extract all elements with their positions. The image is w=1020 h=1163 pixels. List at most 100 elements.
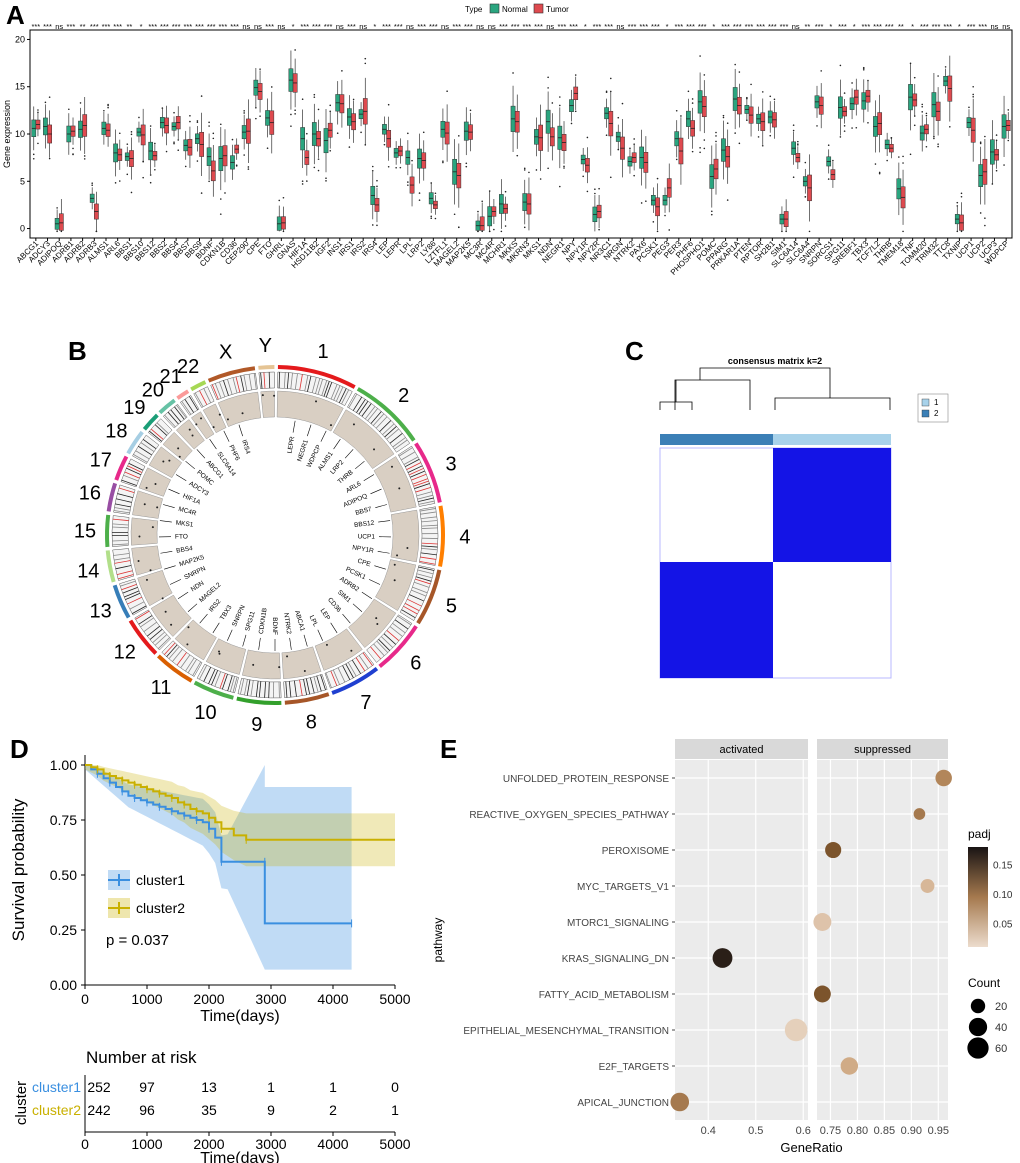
padj-colorbar [968, 847, 988, 947]
box-outlier [500, 230, 503, 233]
ideogram-band [221, 673, 228, 690]
ideogram-band [128, 462, 144, 471]
chromosome-track [131, 545, 162, 576]
box-outlier [979, 142, 982, 145]
ideogram-band [421, 520, 438, 523]
ideogram-band [414, 483, 430, 489]
box-outlier [933, 135, 935, 138]
box-outlier [843, 130, 846, 132]
significance-label: ** [80, 22, 86, 31]
count-legend-title: Count [968, 976, 1001, 990]
dot-MYC_TARGETS_V1 [920, 879, 935, 893]
box-outlier [458, 135, 460, 137]
pathway-label-APICAL_JUNCTION: APICAL_JUNCTION [577, 1098, 669, 1109]
dot-FATTY_ACID_METABOLISM [813, 985, 831, 1003]
gene-label-CPE: CPE [357, 558, 372, 569]
legend-label: Tumor [546, 5, 569, 14]
box-outlier [317, 158, 320, 160]
gene-label-FTO: FTO [175, 533, 188, 540]
ideogram-band [410, 470, 426, 478]
gene-label-NEGR1: NEGR1 [296, 439, 310, 463]
track-dot [352, 423, 355, 426]
box-outlier [668, 229, 671, 231]
gene-label-PHF6: PHF6 [227, 444, 241, 462]
ideogram-band [347, 662, 357, 677]
ideogram-band [355, 657, 366, 672]
box-outlier [960, 195, 963, 198]
count-tick: 20 [995, 1001, 1007, 1013]
box-outlier [960, 192, 963, 195]
box-outlier [972, 93, 974, 96]
box-outlier [703, 74, 706, 76]
box-outlier [703, 139, 706, 141]
box-outlier [523, 169, 526, 171]
ideogram-band [283, 372, 286, 389]
ideogram-band [180, 654, 191, 669]
chromosome-outer-band-5 [416, 569, 442, 625]
ideogram-band [152, 631, 165, 643]
chromosome-outer-band-19 [142, 413, 159, 431]
box-outlier [196, 160, 199, 162]
ideogram-band [325, 672, 332, 689]
gene-link [162, 504, 175, 508]
track-dot [273, 394, 276, 397]
box-outlier [453, 213, 456, 216]
x-tick-label: 0.80 [847, 1125, 868, 1137]
ideogram-band [358, 400, 369, 415]
ideogram-band [401, 451, 416, 461]
box-outlier [313, 96, 316, 98]
significance-label: ns [277, 22, 285, 31]
ideogram-band [286, 372, 290, 389]
ideogram-band [168, 646, 180, 660]
significance-label: ns [359, 22, 367, 31]
ideogram-band [342, 665, 351, 680]
risk-x-tick-label: 1000 [131, 1136, 162, 1152]
ideogram-band [310, 677, 315, 694]
box-outlier [843, 125, 846, 127]
chromosome-ideogram-18 [132, 434, 160, 464]
ideogram-band [421, 545, 438, 548]
gene-link [177, 591, 189, 599]
box-outlier [32, 157, 35, 160]
chromosome-outer-band-2 [356, 387, 416, 442]
box-outlier [574, 110, 577, 113]
y-tick-label: 0.25 [50, 922, 77, 938]
significance-label: *** [628, 22, 637, 31]
gene-label-SIM1: SIM1 [336, 589, 352, 605]
box-outlier [219, 123, 222, 126]
significance-label: *** [569, 22, 578, 31]
box-outlier [208, 180, 210, 183]
ideogram-band [411, 589, 427, 597]
box-outlier [539, 178, 542, 180]
box-outlier [290, 125, 292, 127]
significance-label: *** [464, 22, 473, 31]
pathway-label-UNFOLDED_PROTEIN_RESPONSE: UNFOLDED_PROTEIN_RESPONSE [503, 774, 669, 785]
box-outlier [984, 224, 986, 227]
risk-value: 97 [139, 1079, 155, 1095]
box-outlier [173, 111, 175, 114]
box-outlier [469, 109, 472, 112]
y-axis-label: Survival probability [9, 798, 28, 941]
x-tick-label: 0 [81, 991, 89, 1007]
box-outlier [72, 153, 74, 155]
box-outlier [878, 171, 881, 174]
ideogram-band [401, 609, 416, 619]
track-dot [178, 455, 181, 458]
ideogram-band [345, 663, 354, 679]
track-dot [151, 526, 154, 529]
box-outlier [609, 90, 612, 93]
gene-link [378, 520, 391, 523]
significance-label: *** [172, 22, 181, 31]
ideogram-band [420, 552, 437, 556]
box-outlier [37, 109, 39, 111]
box-outlier [598, 187, 600, 190]
panel-label-d: D [10, 734, 29, 764]
ideogram-band [418, 566, 435, 571]
ideogram-band [421, 516, 438, 519]
box-outlier [734, 63, 736, 66]
box-tumor-ADIPOQ [58, 213, 64, 231]
box-outlier [360, 131, 362, 134]
ideogram-band [418, 500, 435, 505]
gene-label-HIF1A: HIF1A [182, 493, 202, 507]
ideogram-band [156, 422, 169, 434]
